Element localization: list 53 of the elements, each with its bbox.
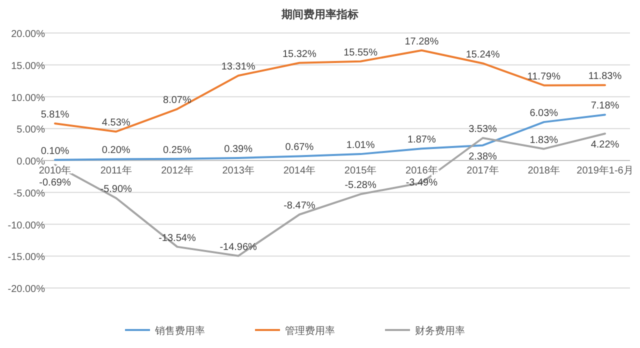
data-label: 1.83%: [530, 134, 558, 146]
data-label: -3.49%: [406, 178, 438, 188]
x-tick-label: 2015年: [344, 164, 377, 176]
data-label: 0.20%: [102, 145, 130, 156]
y-tick-label: 20.00%: [11, 29, 46, 40]
y-tick-label: -15.00%: [8, 252, 46, 264]
x-tick-label: 2019年1-6月: [576, 164, 634, 176]
data-label: 3.53%: [468, 124, 498, 135]
x-tick-label: 2017年: [466, 164, 499, 176]
chart-title: 期间费用率指标: [280, 8, 358, 21]
data-label: 13.31%: [221, 62, 256, 73]
legend-label: 销售费用率: [154, 325, 205, 337]
data-label: 5.81%: [40, 109, 70, 120]
data-label: 2.38%: [468, 151, 498, 162]
x-tick-label: 2011年: [100, 164, 132, 176]
data-label: 0.39%: [224, 144, 253, 156]
y-tick-label: 0.00%: [16, 156, 46, 168]
data-label: 11.83%: [588, 71, 622, 82]
legend-label: 管理费用率: [285, 325, 335, 337]
y-tick-label: -5.00%: [13, 188, 46, 200]
x-tick-label: 2016年: [406, 164, 438, 176]
data-label: 0.67%: [285, 142, 314, 154]
y-tick-label: 5.00%: [16, 124, 46, 136]
x-tick-label: 2012年: [161, 164, 194, 176]
y-tick-label: 10.00%: [11, 92, 46, 104]
data-label: 6.03%: [530, 108, 558, 120]
data-label: -5.90%: [100, 184, 132, 196]
data-label: 4.22%: [590, 140, 620, 151]
data-label: 15.32%: [282, 48, 317, 60]
data-label: -13.54%: [158, 232, 196, 244]
data-label: 0.10%: [40, 146, 70, 157]
x-tick-label: 2018年: [528, 164, 560, 176]
data-label: 17.28%: [404, 36, 439, 48]
data-label: 0.25%: [163, 144, 192, 156]
data-label: 4.53%: [102, 118, 130, 129]
data-label: 1.01%: [346, 140, 375, 152]
data-label: -8.47%: [284, 200, 316, 212]
y-tick-label: -20.00%: [8, 284, 46, 295]
x-tick-label: 2010年: [38, 164, 72, 176]
y-tick-label: 15.00%: [11, 60, 46, 72]
data-label: -5.28%: [344, 180, 377, 192]
data-label: 11.79%: [527, 71, 561, 82]
data-label: 8.07%: [163, 95, 192, 106]
data-label: -0.69%: [39, 178, 71, 188]
data-label: 1.87%: [407, 134, 436, 146]
data-label: 7.18%: [590, 100, 620, 112]
y-tick-label: -10.00%: [8, 220, 46, 232]
legend-label: 财务费用率: [415, 325, 465, 337]
x-tick-label: 2014年: [283, 164, 316, 176]
data-label: 15.55%: [344, 47, 378, 58]
x-tick-label: 2013年: [222, 164, 254, 176]
data-label: 15.24%: [466, 49, 500, 60]
data-label: -14.96%: [220, 242, 258, 253]
